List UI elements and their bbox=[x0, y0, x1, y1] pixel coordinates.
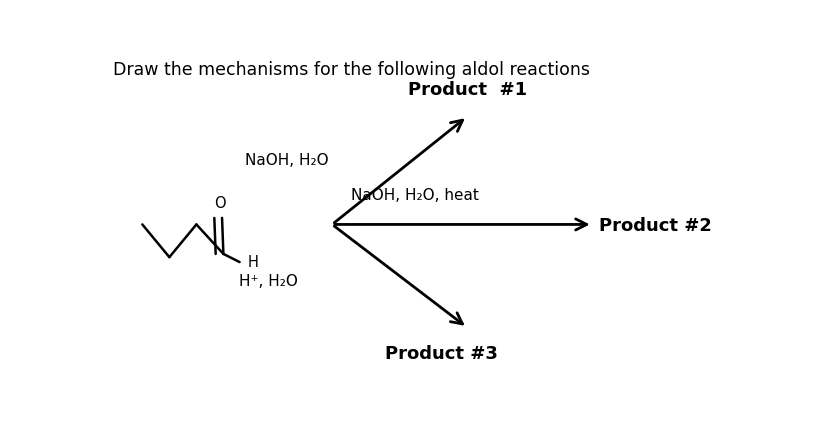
Text: O: O bbox=[214, 196, 226, 211]
Text: Draw the mechanisms for the following aldol reactions: Draw the mechanisms for the following al… bbox=[114, 61, 590, 79]
Text: NaOH, H₂O: NaOH, H₂O bbox=[246, 153, 329, 168]
Text: H: H bbox=[247, 255, 258, 269]
Text: NaOH, H₂O, heat: NaOH, H₂O, heat bbox=[351, 188, 479, 203]
Text: Product #3: Product #3 bbox=[385, 345, 498, 363]
Text: Product #2: Product #2 bbox=[599, 217, 712, 235]
Text: H⁺, H₂O: H⁺, H₂O bbox=[239, 274, 298, 289]
Text: Product  #1: Product #1 bbox=[408, 81, 527, 99]
